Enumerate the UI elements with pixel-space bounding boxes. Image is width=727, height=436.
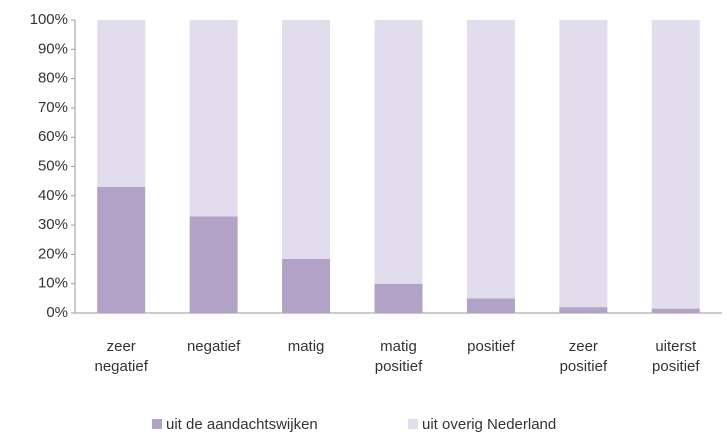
bar-segment [189,216,238,313]
bar-segment [97,187,146,313]
legend-label: uit overig Nederland [422,416,556,433]
y-tick-label: 50% [38,157,68,174]
y-tick-label: 60% [38,128,68,145]
y-tick-label: 0% [46,304,68,321]
x-tick-label: zeer negatief [94,338,148,375]
bar-segment [282,258,331,313]
x-tick-label: matig [287,338,325,355]
bar-segment [651,20,700,309]
x-tick-label: zeer positief [559,338,608,375]
bar-segment [466,20,515,299]
x-tick-label: matig positief [374,338,423,375]
bar-segment [466,298,515,313]
bar-segment [189,20,238,217]
bar-segment [559,307,608,313]
bar-segment [282,20,331,259]
bar-segment [651,308,700,313]
bar-segment [374,283,423,313]
bar-segment [374,20,423,284]
y-tick-label: 90% [38,40,68,57]
bar-segment [97,20,146,188]
y-tick-label: 80% [38,70,68,87]
x-tick-label: positief [467,338,515,355]
y-tick-label: 20% [38,245,68,262]
y-tick-label: 100% [30,11,68,28]
x-tick-label: uiterst positief [652,338,700,375]
bar-segment [559,20,608,308]
x-tick-label: negatief [186,338,241,355]
legend-swatch [408,419,418,429]
legend-label: uit de aandachtswijken [166,416,318,433]
y-tick-label: 10% [38,275,68,292]
legend-swatch [152,419,162,429]
y-tick-label: 70% [38,99,68,116]
y-tick-label: 40% [38,187,68,204]
y-tick-label: 30% [38,216,68,233]
